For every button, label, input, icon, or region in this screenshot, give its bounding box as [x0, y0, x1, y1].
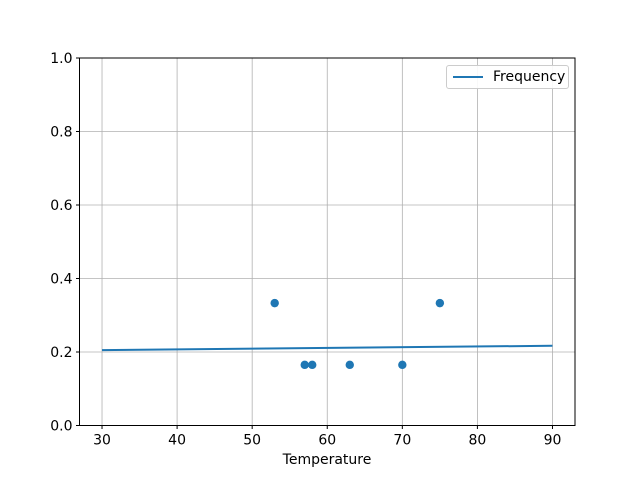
x-tick-label: 40: [168, 433, 186, 449]
legend[interactable]: Frequency: [446, 65, 569, 89]
y-tick-label: 1.0: [50, 51, 72, 67]
y-tick-label: 0.8: [50, 125, 72, 141]
x-tick-label: 30: [93, 433, 111, 449]
y-tick-label: 0.6: [50, 198, 72, 214]
scatter-point: [398, 360, 407, 370]
x-tick-label: 90: [544, 433, 562, 449]
scatter-point: [270, 298, 279, 308]
y-tick-label: 0.0: [50, 419, 72, 435]
scatter-point: [308, 360, 317, 370]
frequency-line: [102, 344, 553, 352]
x-tick-label: 80: [468, 433, 486, 449]
x-tick-label: 70: [393, 433, 411, 449]
y-tick-label: 0.4: [50, 272, 72, 288]
scatter-point: [300, 360, 309, 370]
legend-line-sample: [453, 76, 483, 78]
x-tick-label: 50: [243, 433, 261, 449]
x-tick-label: 60: [318, 433, 336, 449]
legend-label: Frequency: [493, 69, 566, 85]
scatter-point: [345, 360, 354, 370]
scatter-point: [435, 298, 445, 308]
y-tick-label: 0.2: [50, 345, 72, 361]
x-axis-label: Temperature: [282, 452, 372, 468]
